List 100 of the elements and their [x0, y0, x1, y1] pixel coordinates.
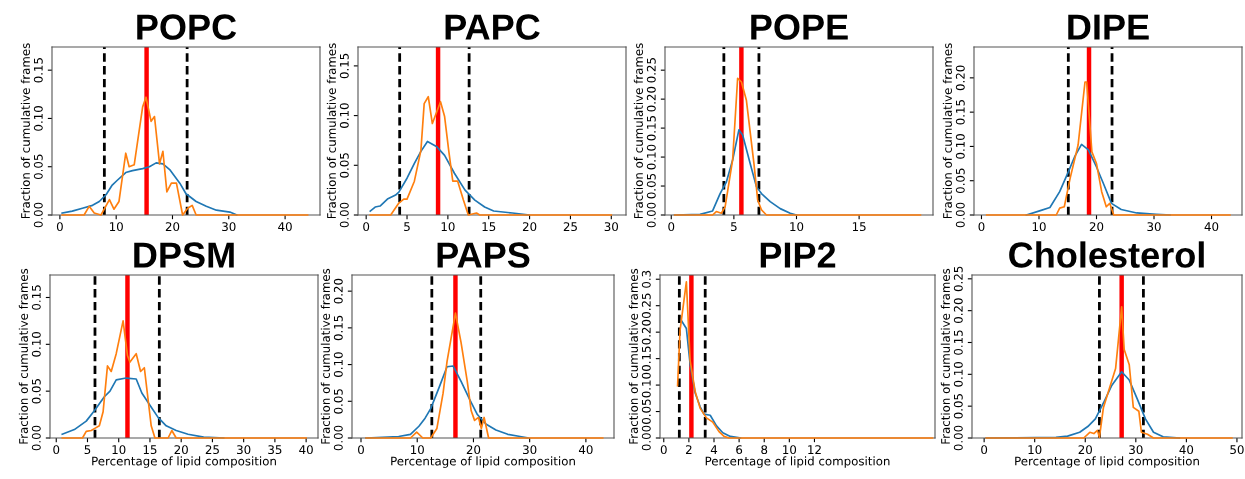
x-tick-label: 25	[205, 445, 219, 455]
x-tick-label: 10	[109, 222, 123, 232]
x-tick-label: 10	[112, 445, 126, 455]
chart-title: DIPE	[1068, 14, 1149, 40]
x-tick-label: 2	[685, 445, 692, 454]
y-tick-label: 0.15	[646, 115, 656, 141]
y-tick-label: 0.15	[33, 58, 43, 83]
y-tick-label: 0.00	[641, 425, 651, 451]
y-tick-label: 0.25	[953, 266, 963, 292]
line-series	[673, 77, 922, 216]
x-axis-title: Percentage of lipid composition	[705, 456, 890, 468]
x-tick-label: 40	[1204, 222, 1219, 232]
y-tick-label: 0.10	[31, 331, 41, 357]
line-series	[61, 320, 307, 439]
y-tick-label: 0.20	[953, 298, 963, 324]
x-tick-label: 0	[668, 222, 675, 232]
x-tick-label: 35	[268, 445, 282, 455]
x-tick-label: 0	[363, 222, 370, 232]
x-tick-label: 10	[790, 222, 804, 232]
x-tick-label: 40	[1179, 445, 1194, 455]
y-tick-label: 0.20	[955, 65, 965, 91]
x-tick-label: 0	[978, 222, 985, 232]
y-axis-title: Fraction of cumulative frames	[940, 268, 950, 444]
chart-title: PAPC	[445, 14, 540, 40]
chart-title: POPC	[137, 14, 237, 40]
y-tick-label: 0.20	[333, 278, 343, 304]
y-axis-title: Fraction of cumulative frames	[942, 43, 952, 219]
line-series	[985, 81, 1231, 216]
x-tick-label: 20	[165, 222, 180, 232]
y-tick-label: 0.10	[955, 134, 965, 159]
x-tick-label: 40	[299, 445, 313, 455]
x-axis-title: Percentage of lipid composition	[1015, 456, 1199, 468]
y-tick-label: 0.20	[641, 319, 651, 345]
y-tick-label: 0.00	[955, 202, 965, 228]
x-tick-label: 20	[1078, 445, 1092, 455]
y-axis-title: Fraction of cumulative frames	[320, 268, 330, 444]
y-tick-label: 0.10	[641, 372, 651, 398]
x-tick-label: 12	[808, 445, 821, 454]
y-axis-title: Fraction of cumulative frames	[628, 268, 638, 444]
x-tick-label: 10	[411, 445, 424, 455]
y-tick-label: 0.10	[33, 106, 43, 131]
y-tick-label: 0.10	[646, 144, 656, 170]
line-series	[365, 312, 604, 439]
y-tick-label: 0.15	[955, 100, 965, 125]
y-tick-label: 0.10	[953, 361, 963, 387]
x-tick-label: 10	[441, 222, 455, 232]
x-tick-label: 40	[278, 222, 292, 232]
x-tick-label: 50	[1230, 445, 1244, 455]
y-tick-label: 0.25	[646, 58, 656, 83]
x-tick-label: 10	[1032, 222, 1046, 232]
x-tick-label: 0	[358, 445, 364, 455]
y-tick-label: 0.05	[339, 153, 349, 178]
x-tick-label: 30	[222, 222, 236, 232]
chart-title: PAPS	[437, 242, 530, 268]
line-series	[61, 96, 309, 216]
y-tick-label: 0.3	[641, 270, 651, 288]
y-tick-label: 0.05	[641, 399, 651, 424]
x-axis-title: Percentage of lipid composition	[391, 456, 575, 468]
x-tick-label: 30	[523, 445, 537, 455]
y-tick-label: 0.00	[953, 425, 963, 451]
x-tick-label: 8	[761, 445, 768, 455]
x-tick-label: 15	[482, 222, 496, 232]
x-tick-label: 20	[466, 445, 481, 455]
x-tick-label: 4	[710, 445, 718, 454]
x-tick-label: 40	[578, 445, 593, 455]
y-axis-title: Fraction of cumulative frames	[18, 268, 28, 444]
x-tick-label: 0	[660, 445, 667, 455]
x-tick-label: 10	[783, 445, 797, 455]
line-series	[61, 162, 238, 216]
x-tick-label: 10	[1028, 445, 1042, 455]
chart-title: POPE	[751, 14, 848, 40]
y-tick-label: 0.25	[641, 293, 651, 319]
chart-title: PIP2	[760, 242, 836, 268]
x-tick-label: 30	[604, 222, 619, 232]
y-tick-label: 0.20	[646, 86, 656, 112]
x-tick-label: 5	[731, 222, 737, 232]
y-tick-label: 0.05	[955, 168, 965, 194]
y-tick-label: 0.00	[31, 425, 41, 451]
y-tick-label: 0.15	[953, 330, 963, 355]
x-tick-label: 20	[522, 222, 537, 232]
y-tick-label: 0.05	[646, 173, 656, 199]
x-tick-label: 30	[1147, 222, 1161, 232]
line-series	[985, 306, 1233, 439]
x-tick-label: 25	[563, 222, 577, 232]
x-tick-label: 15	[143, 445, 157, 455]
y-tick-label: 0.15	[641, 346, 651, 371]
x-tick-label: 20	[174, 445, 188, 455]
x-tick-label: 6	[736, 445, 743, 455]
y-tick-label: 0.15	[333, 315, 343, 341]
x-tick-label: 0	[53, 445, 60, 455]
x-tick-label: 20	[1089, 222, 1104, 232]
y-tick-label: 0.05	[333, 389, 343, 414]
y-tick-label: 0.10	[339, 103, 349, 128]
y-tick-label: 0.15	[339, 53, 349, 79]
y-tick-label: 0.15	[31, 285, 41, 310]
x-tick-label: 30	[237, 445, 251, 455]
y-tick-label: 0.05	[953, 394, 963, 419]
y-axis-title: Fraction of cumulative frames	[633, 43, 643, 219]
y-tick-label: 0.00	[333, 425, 343, 451]
line-series	[369, 95, 613, 216]
